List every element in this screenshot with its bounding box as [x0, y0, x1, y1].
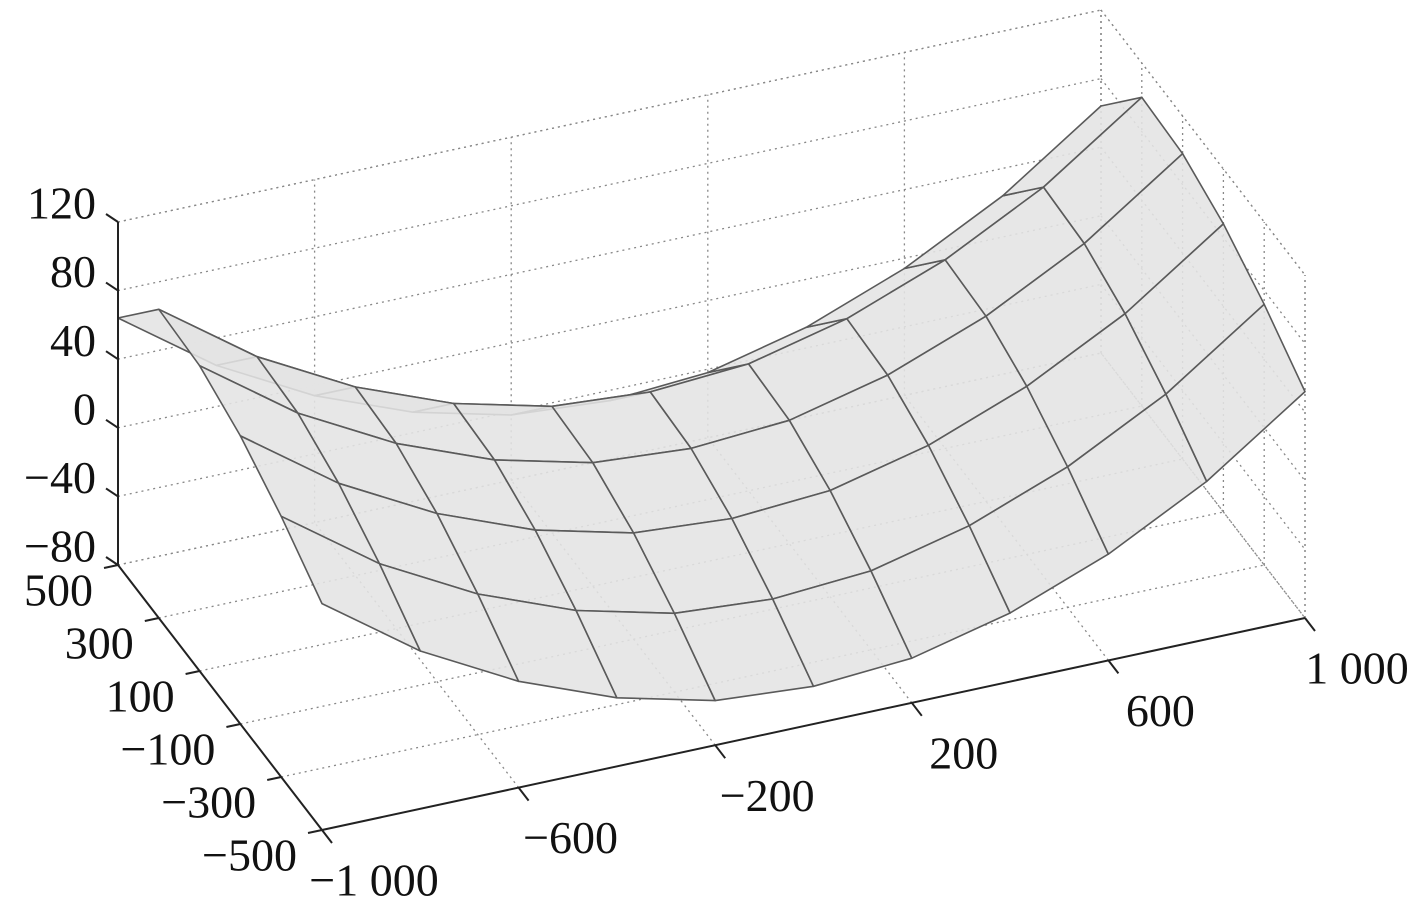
- grid-line: [1100, 352, 1306, 619]
- axis-line: [117, 564, 323, 831]
- tick-mark: [105, 487, 119, 498]
- z-tick-label: −40: [24, 452, 96, 503]
- y-tick-label: −300: [161, 777, 256, 828]
- z-tick-label: 0: [73, 383, 96, 434]
- x-tick-label: 1 000: [1305, 643, 1409, 694]
- x-tick-label: −200: [720, 770, 815, 821]
- grid-line: [314, 522, 520, 788]
- tick-mark: [321, 829, 333, 844]
- tick-mark: [144, 617, 160, 622]
- z-tick-label: 120: [27, 178, 96, 229]
- tick-mark: [517, 786, 530, 802]
- y-tick-label: −500: [202, 830, 297, 881]
- y-tick-label: 500: [24, 565, 93, 616]
- tick-mark: [185, 670, 200, 675]
- z-tick-label: 40: [50, 315, 96, 366]
- surface-patch: [1165, 303, 1306, 483]
- tick-mark: [307, 829, 323, 834]
- z-tick-label: 80: [50, 246, 96, 297]
- tick-mark: [105, 350, 119, 361]
- tick-mark: [105, 556, 119, 566]
- box-edge: [1100, 9, 1306, 276]
- y-tick-label: 100: [106, 671, 175, 722]
- tick-mark: [911, 702, 923, 717]
- grid-line: [903, 395, 1109, 661]
- tick-mark: [105, 213, 119, 223]
- tick-mark: [105, 281, 119, 292]
- tick-mark: [226, 723, 241, 728]
- tick-mark: [105, 418, 119, 429]
- x-tick-label: −600: [523, 812, 618, 863]
- tick-mark: [266, 776, 282, 781]
- axis-line: [321, 617, 1306, 831]
- tick-mark: [1107, 659, 1120, 675]
- tick-mark: [1304, 617, 1316, 632]
- tick-mark: [103, 564, 119, 569]
- z-tick-label: −80: [24, 521, 96, 572]
- x-tick-label: 200: [929, 727, 998, 778]
- y-tick-label: 300: [65, 618, 134, 669]
- box-edge: [117, 9, 1102, 223]
- x-tick-label: 600: [1126, 685, 1195, 736]
- y-tick-label: −100: [120, 724, 215, 775]
- x-tick-label: −1 000: [309, 855, 438, 906]
- grid-line: [510, 479, 716, 746]
- tick-mark: [714, 744, 726, 759]
